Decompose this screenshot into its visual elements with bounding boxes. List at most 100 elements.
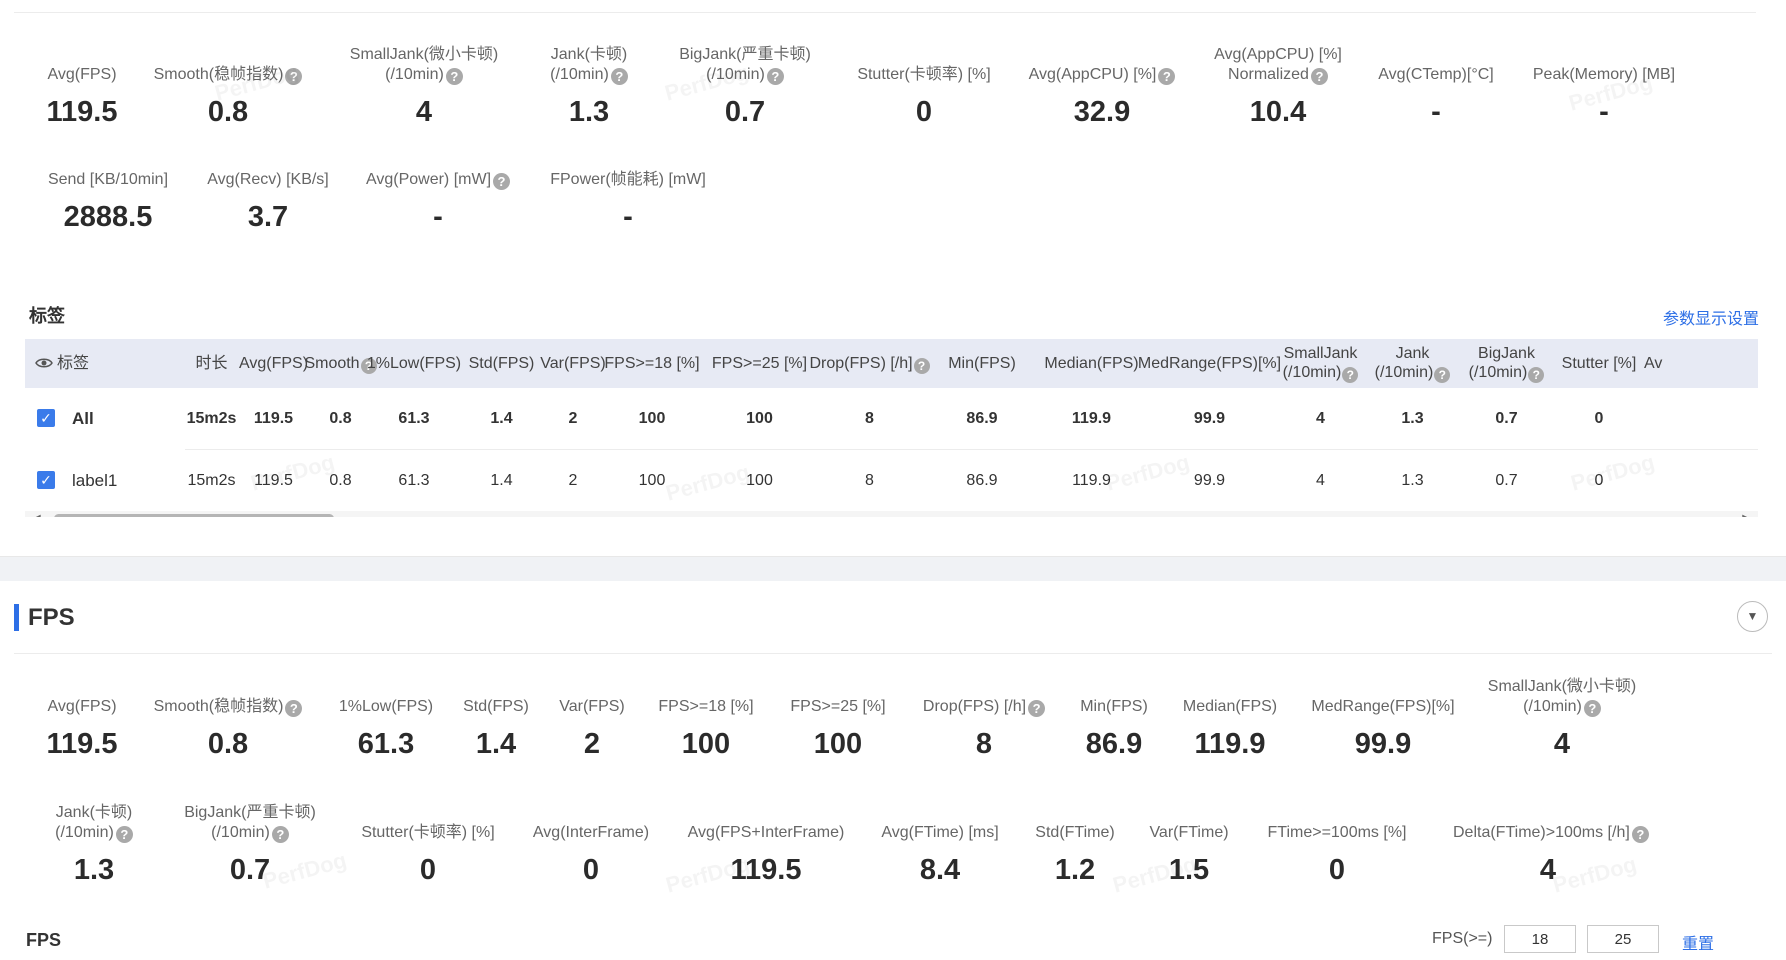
column-header-text: Min(FPS): [948, 354, 1016, 373]
metric-label-text: 1%Low(FPS): [338, 698, 434, 715]
metric-label-text: MedRange(FPS)[%]: [1311, 698, 1455, 715]
metric-label-wrap: FTime>=100ms [%]: [1242, 798, 1432, 843]
metric-label-wrap: Median(FPS): [1135, 672, 1325, 717]
column-header-label: Avg(FPS): [238, 355, 309, 372]
table-cell: 0.7: [1495, 472, 1518, 489]
metric-label-text: Avg(FPS): [47, 66, 117, 83]
table-cell: 99.9: [1193, 410, 1226, 427]
reset-link[interactable]: 重置: [1682, 936, 1715, 953]
metric-card: Jank(卡顿) (/10min)? 1.3: [494, 40, 684, 130]
table-row[interactable]: ✓ label1 15m2s 119.5 0.8 61.3 1.4 2 100 100 8 86.9 1…: [25, 450, 1758, 512]
metric-card: Avg(Power) [mW]? -: [343, 145, 533, 235]
metric-card: Std(FTime) 1.2: [980, 798, 1170, 888]
tags-title: 标签: [29, 306, 65, 326]
help-icon[interactable]: ?: [610, 68, 628, 85]
metric-label-wrap: Avg(InterFrame): [496, 798, 686, 843]
scrollbar-thumb[interactable]: [54, 514, 334, 517]
metric-label-wrap: Stutter(卡顿率) [%]: [829, 40, 1019, 85]
column-header-label: 标签: [57, 355, 90, 372]
eye-icon[interactable]: [35, 354, 53, 377]
table-cell: 1.4: [490, 472, 513, 489]
help-icon[interactable]: ?: [1631, 826, 1649, 843]
help-icon[interactable]: ?: [1310, 68, 1328, 85]
metric-label: Smooth(稳帧指数)?: [133, 697, 323, 717]
column-header-label: MedRange(FPS)[%]: [1137, 355, 1282, 372]
column-header-sub: (/10min)?: [1375, 363, 1451, 383]
fps-panel: [0, 581, 1786, 960]
metric-value: 4: [1553, 728, 1571, 760]
horizontal-scrollbar[interactable]: ◀ ▶: [25, 511, 1758, 517]
metric-label-text: FTime>=100ms [%]: [1267, 824, 1407, 841]
table-cell: 0: [1594, 410, 1604, 427]
column-header: Var(FPS): [540, 339, 605, 388]
column-header-text: Smooth?: [304, 354, 377, 374]
help-icon[interactable]: ?: [1583, 700, 1601, 717]
scroll-right-icon[interactable]: ▶: [1742, 513, 1750, 517]
metric-card: Min(FPS) 86.9: [1019, 672, 1209, 762]
metric-label-wrap: BigJank(严重卡顿) (/10min)?: [155, 798, 345, 843]
metric-label: FTime>=100ms [%]: [1242, 823, 1432, 843]
help-icon[interactable]: ?: [1434, 367, 1451, 383]
row-divider: [185, 449, 1758, 450]
help-icon[interactable]: ?: [360, 357, 377, 374]
table-row[interactable]: ✓ All 15m2s 119.5 0.8 61.3 1.4 2 100 100 8 86.9 119.…: [25, 388, 1758, 450]
metric-card: Std(FPS) 1.4: [401, 672, 591, 762]
metric-value: 1.3: [73, 854, 115, 886]
metric-label: BigJank(严重卡顿) (/10min)?: [155, 803, 345, 843]
metric-label-wrap: Jank(卡顿) (/10min)?: [494, 40, 684, 85]
help-icon[interactable]: ?: [285, 68, 303, 85]
display-settings-link[interactable]: 参数显示设置: [1663, 311, 1760, 328]
metric-value: 8: [975, 728, 993, 760]
metric-label: Stutter(卡顿率) [%]: [333, 823, 523, 843]
metric-value: 0: [419, 854, 437, 886]
metric-label-text: FPS>=18 [%]: [658, 698, 754, 715]
metric-label: Send [KB/10min]: [13, 170, 203, 190]
metric-label-wrap: Avg(FTime) [ms]: [845, 798, 1035, 843]
fps-threshold-input-2[interactable]: [1587, 925, 1659, 953]
help-icon[interactable]: ?: [1528, 367, 1545, 383]
row-label: All: [72, 409, 94, 428]
metric-label-wrap: SmallJank(微小卡顿) (/10min)?: [1467, 672, 1657, 717]
metric-card: Stutter(卡顿率) [%] 0: [333, 798, 523, 888]
metric-card: Jank(卡顿) (/10min)? 1.3: [0, 798, 189, 888]
column-header-label: FPS>=25 [%]: [711, 355, 808, 372]
table-header: 标签 时长 Avg(FPS) Smooth? 1%Low(FPS) Std(FPS) Var…: [25, 339, 1758, 388]
help-icon[interactable]: ?: [271, 826, 289, 843]
column-header-text: Std(FPS): [469, 354, 535, 373]
metric-value: 61.3: [357, 728, 415, 760]
column-header-label: Std(FPS): [468, 355, 535, 372]
help-icon[interactable]: ?: [1158, 68, 1176, 85]
metric-label: FPS>=25 [%]: [743, 697, 933, 717]
fps-threshold-input-1[interactable]: [1504, 925, 1576, 953]
help-icon[interactable]: ?: [1342, 367, 1359, 383]
help-icon[interactable]: ?: [1028, 700, 1046, 717]
fps-chart-title: FPS: [26, 930, 62, 950]
help-icon[interactable]: ?: [445, 68, 463, 85]
column-header-label: Min(FPS): [948, 355, 1016, 372]
metric-label-text: BigJank(严重卡顿): [679, 46, 811, 63]
scroll-left-icon[interactable]: ◀: [33, 513, 41, 517]
table-cell: 119.9: [1071, 410, 1112, 427]
row-checkbox[interactable]: ✓: [37, 409, 55, 427]
metric-label-wrap: Stutter(卡顿率) [%]: [333, 798, 523, 843]
row-checkbox[interactable]: ✓: [37, 471, 55, 489]
summary-panel: [0, 0, 1786, 557]
metric-card: Delta(FTime)>100ms [/h]? 4: [1453, 798, 1649, 888]
help-icon[interactable]: ?: [285, 700, 303, 717]
help-icon[interactable]: ?: [913, 357, 930, 374]
metric-label-text: Avg(AppCPU) [%]: [1214, 46, 1342, 63]
column-header-text: 1%Low(FPS): [367, 354, 461, 373]
help-icon[interactable]: ?: [493, 173, 511, 190]
metric-card: Avg(InterFrame) 0: [496, 798, 686, 888]
metric-value: 3.7: [247, 201, 289, 233]
help-icon[interactable]: ?: [115, 826, 133, 843]
collapse-chevron-icon[interactable]: ▼: [1737, 601, 1768, 632]
metric-value: -: [1431, 96, 1441, 128]
column-header-label: Smooth: [304, 354, 360, 372]
table-cell: 100: [746, 472, 773, 489]
metric-label-wrap: Var(FTime): [1094, 798, 1284, 843]
metric-label-wrap: MedRange(FPS)[%]: [1288, 672, 1478, 717]
metric-label-wrap: Avg(AppCPU) [%] Normalized?: [1183, 40, 1373, 85]
metric-card: SmallJank(微小卡顿) (/10min)? 4: [329, 40, 519, 130]
help-icon[interactable]: ?: [766, 68, 784, 85]
